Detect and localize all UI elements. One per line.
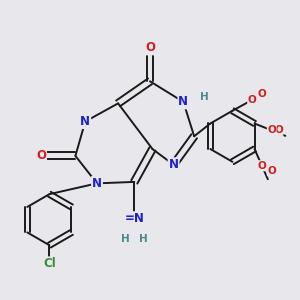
Text: O: O bbox=[257, 88, 266, 99]
Text: H: H bbox=[121, 234, 130, 244]
Text: N: N bbox=[92, 177, 102, 190]
Text: O: O bbox=[267, 125, 276, 135]
Text: =N: =N bbox=[124, 212, 144, 225]
Text: N: N bbox=[169, 158, 178, 171]
Text: O: O bbox=[248, 95, 256, 105]
Text: H: H bbox=[139, 234, 148, 244]
Text: O: O bbox=[274, 125, 283, 135]
Text: O: O bbox=[36, 149, 46, 162]
Text: Cl: Cl bbox=[43, 257, 56, 270]
Text: N: N bbox=[178, 95, 188, 108]
Text: N: N bbox=[80, 115, 90, 128]
Text: O: O bbox=[257, 161, 266, 171]
Text: H: H bbox=[200, 92, 208, 102]
Text: O: O bbox=[267, 166, 276, 176]
Text: O: O bbox=[145, 41, 155, 54]
